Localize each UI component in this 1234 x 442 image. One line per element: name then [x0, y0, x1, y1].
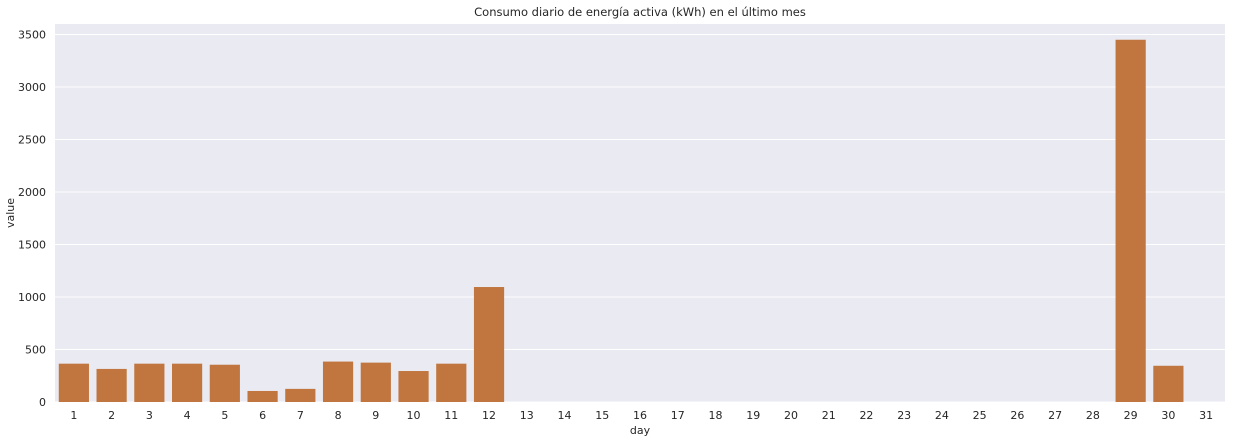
x-axis-label: day	[630, 424, 651, 437]
x-tick-label: 26	[1010, 409, 1024, 422]
y-tick-label: 3000	[18, 81, 46, 94]
x-tick-labels: 1 2 3 4 5 6 7 8 9 10 11 12 13 14 15 16 17 18 19 20 21 22 23 24 2…	[70, 409, 1213, 422]
chart-title: Consumo diario de energía activa (kWh) e…	[474, 5, 806, 19]
x-tick-label: 17	[671, 409, 685, 422]
bar-day-11	[436, 363, 467, 402]
x-tick-label: 30	[1161, 409, 1175, 422]
x-tick-label: 31	[1199, 409, 1213, 422]
x-tick-label: 5	[221, 409, 228, 422]
y-tick-label: 1500	[18, 239, 46, 252]
x-tick-label: 7	[297, 409, 304, 422]
bar-day-8	[322, 361, 354, 402]
x-tick-label: 13	[520, 409, 534, 422]
y-tick-label: 2000	[18, 186, 46, 199]
y-tick-label: 1000	[18, 291, 46, 304]
y-tick-label: 0	[39, 396, 46, 409]
bar-day-3	[134, 363, 165, 402]
bars	[58, 39, 1184, 402]
x-tick-label: 29	[1124, 409, 1138, 422]
x-tick-label: 18	[708, 409, 722, 422]
y-tick-label: 2500	[18, 134, 46, 147]
x-tick-label: 1	[70, 409, 77, 422]
x-tick-label: 14	[558, 409, 572, 422]
x-tick-label: 15	[595, 409, 609, 422]
bar-day-7	[285, 388, 316, 402]
x-tick-label: 27	[1048, 409, 1062, 422]
x-tick-label: 21	[822, 409, 836, 422]
y-tick-label: 3500	[18, 29, 46, 42]
x-tick-label: 24	[935, 409, 949, 422]
bar-day-10	[398, 371, 429, 402]
y-tick-label: 500	[25, 344, 46, 357]
grid-lines	[55, 34, 1225, 403]
x-tick-label: 22	[859, 409, 873, 422]
x-tick-label: 8	[335, 409, 342, 422]
x-tick-label: 2	[108, 409, 115, 422]
x-tick-label: 3	[146, 409, 153, 422]
bar-day-2	[96, 368, 127, 402]
x-tick-label: 6	[259, 409, 266, 422]
x-tick-label: 12	[482, 409, 496, 422]
x-tick-label: 25	[973, 409, 987, 422]
x-tick-label: 11	[444, 409, 458, 422]
x-tick-label: 16	[633, 409, 647, 422]
y-tick-labels: 0 500 1000 1500 2000 2500 3000 3500	[18, 29, 46, 410]
x-tick-label: 23	[897, 409, 911, 422]
bar-day-6	[247, 390, 278, 402]
x-tick-label: 20	[784, 409, 798, 422]
x-tick-label: 19	[746, 409, 760, 422]
bar-day-12	[473, 287, 505, 402]
bar-day-29	[1115, 39, 1146, 402]
bar-day-4	[172, 363, 203, 402]
y-axis-label: value	[4, 198, 17, 228]
bar-day-9	[360, 362, 391, 402]
x-tick-label: 10	[407, 409, 421, 422]
bar-day-5	[209, 364, 240, 402]
x-tick-label: 9	[372, 409, 379, 422]
x-tick-label: 4	[184, 409, 191, 422]
bar-day-1	[58, 363, 89, 402]
x-tick-label: 28	[1086, 409, 1100, 422]
plot-background	[55, 24, 1225, 402]
bar-day-30	[1153, 365, 1184, 402]
